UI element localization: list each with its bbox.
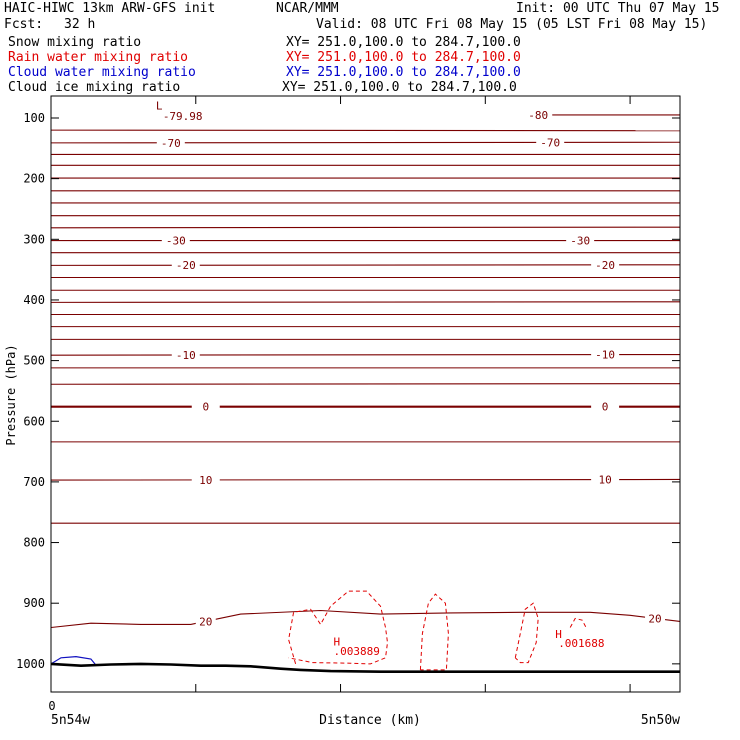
isotherm-layer: -80 -70 -70 -30 -30 -20 -20 -10 -10 0 0 10 10 20 20 <box>50 108 681 629</box>
isotherm-label: -70 <box>540 136 560 149</box>
isotherm-label-bg <box>156 136 185 149</box>
field-xy-cloud-ice: XY= 251.0,100.0 to 284.7,100.0 <box>282 80 517 95</box>
forecast-label: Fcst: <box>4 17 44 32</box>
y-tick-label: 400 <box>23 293 45 307</box>
field-xy-snow: XY= 251.0,100.0 to 284.7,100.0 <box>286 35 521 50</box>
isotherm-label-bg <box>195 615 216 628</box>
isotherm-label: -20 <box>176 259 196 272</box>
isotherm-label-bg <box>171 349 200 362</box>
y-tick-label: 200 <box>23 172 45 186</box>
valid-time: Valid: 08 UTC Fri 08 May 15 (05 LST Fri … <box>316 17 708 32</box>
rain-contour-2 <box>514 602 539 664</box>
isotherm-line-19 <box>50 353 681 356</box>
isotherm-line-1 <box>50 129 681 132</box>
y-tick-label: 1000 <box>16 657 45 671</box>
field-name-cloud-water: Cloud water mixing ratio <box>8 65 196 80</box>
isotherm-label: 20 <box>199 615 212 628</box>
y-tick-label: 500 <box>23 354 45 368</box>
rain-contour-3 <box>569 617 587 628</box>
isotherm-label-bg <box>645 612 666 625</box>
isotherm-label-bg <box>536 136 565 149</box>
isotherm-label: 10 <box>199 474 212 487</box>
y-tick-label: 700 <box>23 475 45 489</box>
isotherm-label-bg <box>591 348 620 361</box>
isotherm-label-bg <box>171 259 200 272</box>
extremum-label: .003889 <box>334 645 380 658</box>
isotherm-label-bg <box>191 473 220 486</box>
isotherm-line-2 <box>50 141 681 144</box>
field-name-cloud-ice: Cloud ice mixing ratio <box>8 80 181 95</box>
isotherm-label: 0 <box>602 401 609 414</box>
y-tick-label: 800 <box>23 536 45 550</box>
isotherm-label: -80 <box>528 109 548 122</box>
isotherm-line-20 <box>50 609 681 629</box>
field-xy-cloud-water: XY= 251.0,100.0 to 284.7,100.0 <box>286 65 521 80</box>
isotherm-label-bg <box>566 234 595 247</box>
x-end-label-left: 5n54w <box>51 713 90 728</box>
isotherm-label-bg <box>591 400 620 413</box>
extremum-label: H <box>334 636 341 649</box>
plot-frame <box>50 95 681 693</box>
rain-contour-1 <box>419 593 449 671</box>
field-xy-rain: XY= 251.0,100.0 to 284.7,100.0 <box>286 50 521 65</box>
isotherm-label-bg <box>161 234 190 247</box>
isotherm-label: 20 <box>648 612 661 625</box>
extremum-label: L <box>156 100 163 113</box>
y-tick-label: 600 <box>23 414 45 428</box>
extremum-label: .001688 <box>558 637 604 650</box>
organization: NCAR/MMM <box>276 1 339 16</box>
y-tick-label: 900 <box>23 596 45 610</box>
init-time: Init: 00 UTC Thu 07 May 15 <box>516 1 720 16</box>
isotherm-label: 0 <box>202 401 209 414</box>
field-name-rain: Rain water mixing ratio <box>8 50 189 65</box>
cloud-water-layer <box>50 655 97 666</box>
isotherm-label: -70 <box>161 137 181 150</box>
extremum-label: H <box>555 628 562 641</box>
isotherm-label: -10 <box>595 349 615 362</box>
isotherm-label: -30 <box>166 235 186 248</box>
isotherm-label-bg <box>524 108 553 121</box>
forecast-hour: 32 h <box>64 17 96 32</box>
isotherm-line-21 <box>50 383 681 385</box>
terrain-line <box>50 662 680 674</box>
rain-contour-layer <box>288 590 587 671</box>
isotherm-label: -30 <box>570 235 590 248</box>
isotherm-line-9 <box>50 226 681 229</box>
isotherm-line-15 <box>50 301 681 303</box>
x-axis-label: Distance (km) <box>319 713 421 728</box>
x-end-label-right: 5n50w <box>641 713 680 728</box>
y-axis-label: Pressure (hPa) <box>4 344 18 445</box>
terrain-layer <box>50 662 680 674</box>
isotherm-label: -20 <box>595 259 615 272</box>
y-tick-label: 300 <box>23 232 45 246</box>
isotherm-label: -10 <box>176 349 196 362</box>
isotherm-label-bg <box>191 400 220 413</box>
isotherm-label: 10 <box>598 474 611 487</box>
field-name-snow: Snow mixing ratio <box>8 35 142 50</box>
isotherm-line-12 <box>50 264 681 266</box>
isotherm-label-bg <box>591 473 620 486</box>
y-tick-label: 100 <box>23 111 45 125</box>
isotherm-label-bg <box>591 258 620 271</box>
cloud-water-contour <box>50 655 97 666</box>
model-title: HAIC-HIWC 13km ARW-GFS init <box>4 1 216 16</box>
extremum-label: -79.98 <box>163 110 203 123</box>
x-tick-label-0: 0 <box>48 699 55 713</box>
isotherm-line-24 <box>50 478 681 481</box>
